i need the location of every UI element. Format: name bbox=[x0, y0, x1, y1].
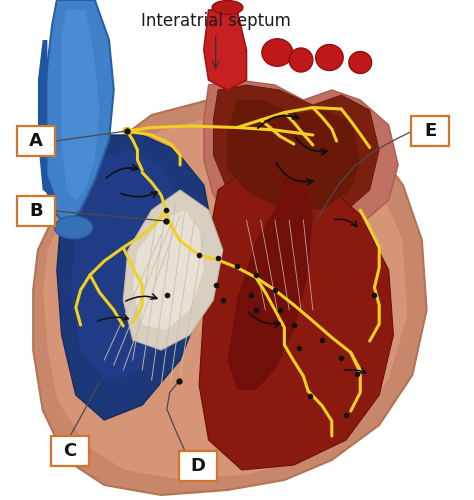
Polygon shape bbox=[33, 100, 427, 495]
Ellipse shape bbox=[123, 127, 131, 134]
Polygon shape bbox=[71, 150, 190, 380]
Polygon shape bbox=[199, 165, 393, 470]
FancyBboxPatch shape bbox=[17, 126, 55, 156]
Text: E: E bbox=[424, 122, 437, 140]
Ellipse shape bbox=[212, 0, 243, 14]
Text: A: A bbox=[29, 132, 43, 150]
Polygon shape bbox=[38, 40, 57, 200]
Polygon shape bbox=[57, 135, 213, 420]
Ellipse shape bbox=[262, 39, 292, 66]
Polygon shape bbox=[43, 0, 114, 225]
Text: D: D bbox=[191, 457, 206, 475]
Polygon shape bbox=[133, 210, 204, 330]
Polygon shape bbox=[62, 10, 100, 200]
Polygon shape bbox=[204, 10, 246, 90]
Polygon shape bbox=[204, 80, 398, 240]
FancyBboxPatch shape bbox=[51, 436, 89, 466]
Ellipse shape bbox=[316, 44, 343, 70]
Text: C: C bbox=[64, 442, 77, 460]
Text: B: B bbox=[29, 202, 43, 220]
FancyBboxPatch shape bbox=[17, 196, 55, 226]
Polygon shape bbox=[228, 100, 360, 210]
Polygon shape bbox=[213, 85, 379, 225]
Polygon shape bbox=[123, 190, 223, 350]
FancyBboxPatch shape bbox=[411, 116, 449, 146]
Text: Interatrial septum: Interatrial septum bbox=[141, 12, 291, 68]
Ellipse shape bbox=[349, 52, 372, 74]
Polygon shape bbox=[228, 180, 313, 390]
Polygon shape bbox=[43, 115, 408, 480]
Ellipse shape bbox=[289, 48, 313, 72]
FancyBboxPatch shape bbox=[179, 451, 217, 481]
Ellipse shape bbox=[55, 216, 92, 239]
